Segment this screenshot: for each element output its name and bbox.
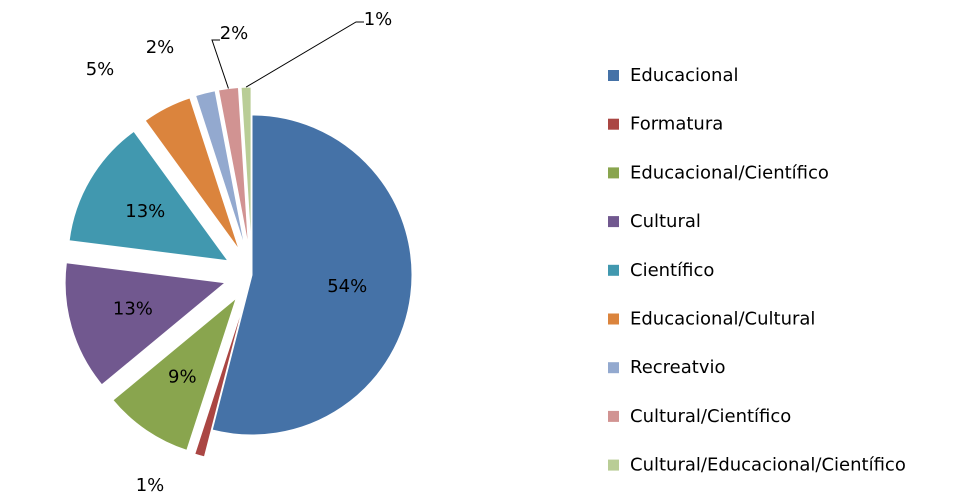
legend-swatch bbox=[608, 167, 619, 179]
legend-label: Formatura bbox=[630, 114, 723, 135]
leader-line bbox=[211, 39, 229, 89]
legend-swatch bbox=[608, 362, 619, 374]
pie-slice bbox=[211, 114, 413, 436]
pie-slice bbox=[240, 86, 252, 248]
legend-label: Educacional/Cultural bbox=[630, 309, 815, 330]
legend-label: Cultural/Científico bbox=[630, 406, 791, 427]
pie-slice bbox=[194, 301, 245, 458]
pie-slice bbox=[217, 87, 249, 248]
data-label: 13% bbox=[125, 201, 165, 222]
data-label: 2% bbox=[220, 23, 249, 44]
legend-swatch bbox=[608, 410, 619, 422]
legend-label: Recreatvio bbox=[630, 357, 726, 378]
legend-swatch bbox=[608, 216, 619, 228]
pie-slice bbox=[112, 296, 238, 451]
data-label: 2% bbox=[146, 37, 175, 58]
data-label: 9% bbox=[168, 367, 197, 388]
legend-label: Cultural bbox=[630, 211, 701, 232]
data-label: 13% bbox=[113, 299, 153, 320]
pie-slice bbox=[194, 90, 246, 249]
data-label: 1% bbox=[364, 9, 393, 30]
legend-swatch bbox=[608, 459, 619, 471]
pie-slice bbox=[68, 130, 229, 262]
pie-slice bbox=[64, 262, 227, 386]
data-label: 5% bbox=[86, 59, 115, 80]
leader-line bbox=[245, 21, 364, 88]
legend-swatch bbox=[608, 313, 619, 325]
legend-swatch bbox=[608, 70, 619, 81]
legend-label: Educacional/Científico bbox=[630, 162, 829, 183]
pie-slice bbox=[144, 97, 240, 251]
data-label: 1% bbox=[136, 475, 165, 496]
legend-swatch bbox=[608, 118, 619, 130]
legend-label: Educacional bbox=[630, 65, 738, 86]
legend-swatch bbox=[608, 264, 619, 276]
legend-label: Cultural/Educacional/Científico bbox=[630, 455, 906, 476]
data-label: 54% bbox=[327, 276, 367, 297]
legend-label: Científico bbox=[630, 260, 714, 281]
